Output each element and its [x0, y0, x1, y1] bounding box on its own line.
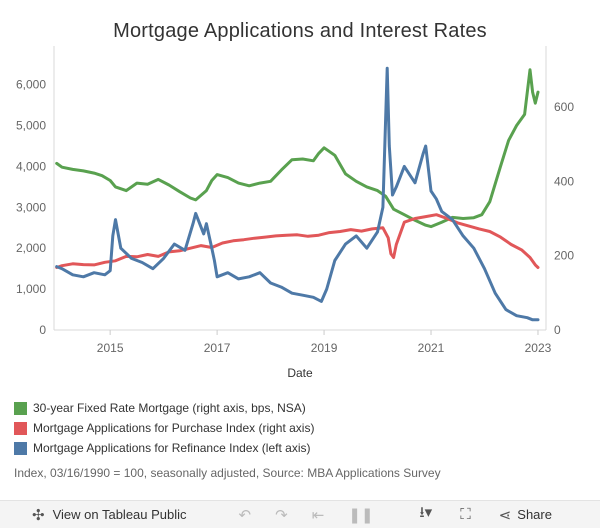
download-icon[interactable]: ⭳▾: [419, 504, 433, 521]
y-left-tick-label: 2,000: [16, 241, 46, 255]
share-icon: ⋖: [498, 506, 512, 524]
chart-canvas[interactable]: 0 1,000 2,000 3,000 4,000 5,000 6,000 0 200 400 60…: [0, 0, 600, 390]
legend-swatch-fixed-rate: [14, 401, 27, 415]
tableau-toolbar: ✣ View on Tableau Public ↶ ↷ ⇤ ❚❚ ⭳▾ ⛶ ⋖…: [0, 500, 600, 528]
legend-swatch-purchase: [14, 421, 27, 435]
revert-icon[interactable]: ⇤: [311, 506, 325, 524]
series-line-refinance[interactable]: [55, 66, 540, 322]
x-tick-label: 2015: [97, 341, 124, 355]
legend-label-refinance: Mortgage Applications for Refinance Inde…: [33, 441, 311, 455]
x-tick-label: 2023: [525, 341, 552, 355]
share-button[interactable]: ⋖ Share: [499, 506, 552, 524]
redo-icon[interactable]: ↷: [275, 506, 288, 524]
y-left-tick-label: 4,000: [16, 159, 46, 173]
y-right-tick-label: 200: [554, 249, 574, 263]
fullscreen-icon[interactable]: ⛶: [460, 506, 471, 523]
x-axis-title: Date: [287, 366, 313, 380]
x-tick-label: 2017: [204, 341, 231, 355]
x-tick-label: 2021: [418, 341, 445, 355]
pause-icon[interactable]: ❚❚: [348, 506, 374, 524]
tableau-logo-icon: ✣: [32, 506, 45, 524]
y-right-tick-label: 0: [554, 323, 561, 337]
chart-footnote: Index, 03/16/1990 = 100, seasonally adju…: [14, 466, 441, 480]
y-left-tick-label: 3,000: [16, 200, 46, 214]
y-left-tick-label: 0: [39, 323, 46, 337]
legend-item-purchase[interactable]: Mortgage Applications for Purchase Index…: [14, 418, 314, 438]
legend-item-fixed-rate[interactable]: 30-year Fixed Rate Mortgage (right axis,…: [14, 398, 314, 418]
chart-legend: 30-year Fixed Rate Mortgage (right axis,…: [14, 398, 314, 458]
share-label: Share: [517, 507, 552, 522]
view-on-tableau-button[interactable]: ✣ View on Tableau Public: [32, 506, 187, 524]
y-left-tick-label: 5,000: [16, 119, 46, 133]
y-right-tick-label: 400: [554, 174, 574, 188]
y-right-tick-label: 600: [554, 100, 574, 114]
legend-swatch-refinance: [14, 441, 27, 455]
chart-title: Mortgage Applications and Interest Rates: [113, 20, 487, 42]
legend-label-purchase: Mortgage Applications for Purchase Index…: [33, 421, 315, 435]
series-line-purchase[interactable]: [55, 213, 540, 269]
undo-icon[interactable]: ↶: [238, 506, 252, 524]
legend-label-fixed-rate: 30-year Fixed Rate Mortgage (right axis,…: [33, 401, 306, 415]
legend-item-refinance[interactable]: Mortgage Applications for Refinance Inde…: [14, 438, 314, 458]
series-line-fixed-rate[interactable]: [55, 68, 540, 229]
x-tick-label: 2019: [311, 341, 338, 355]
y-left-tick-label: 1,000: [16, 282, 46, 296]
view-on-tableau-label: View on Tableau Public: [52, 507, 187, 522]
y-left-tick-label: 6,000: [16, 78, 46, 92]
